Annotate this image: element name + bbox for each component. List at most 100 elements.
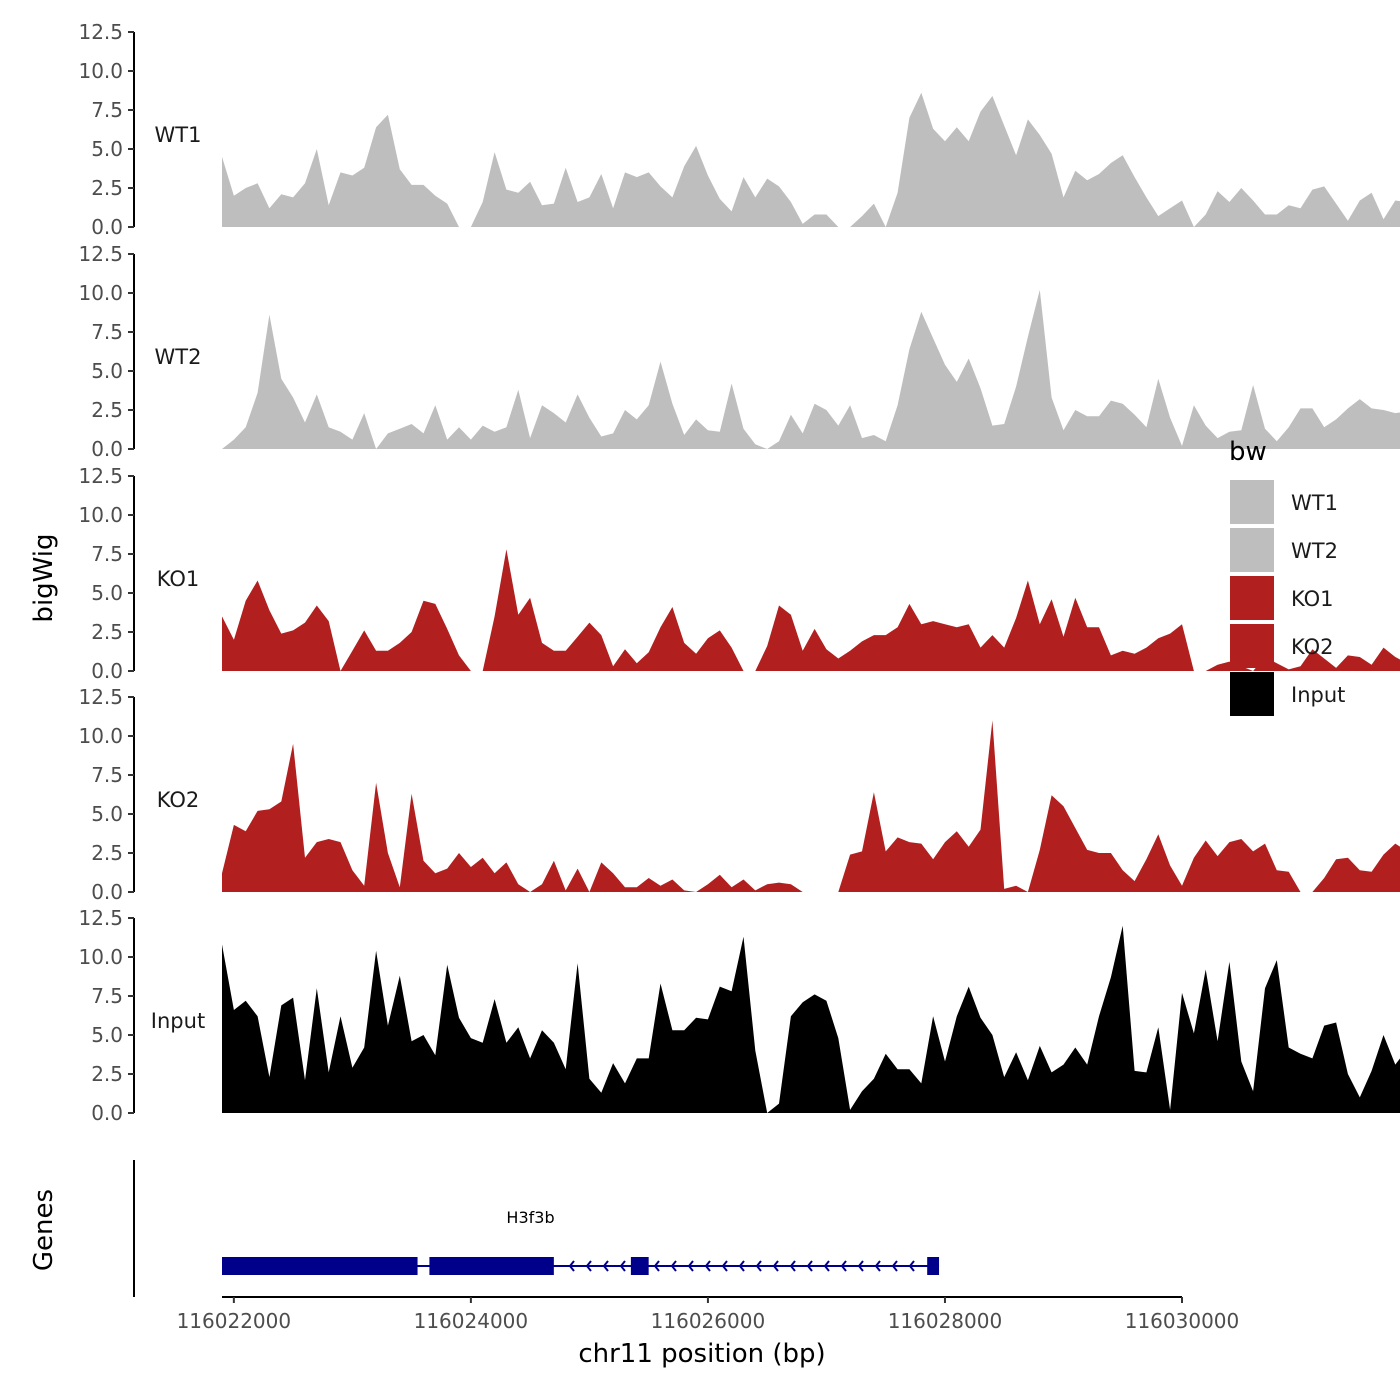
track-label: WT1	[155, 123, 202, 147]
bigwig-tracks: 0.0 2.5 5.0 7.5 10.0 12.5 WT1 0.0 2.5 5.0 7.5 10.0 1…	[78, 20, 1400, 1125]
legend-title: bw	[1229, 437, 1267, 467]
legend-label: KO2	[1291, 635, 1334, 659]
strand-arrow	[755, 1260, 762, 1272]
strand-arrow	[772, 1260, 779, 1272]
y-tick-label: 0.0	[91, 215, 123, 239]
legend-label: WT1	[1291, 491, 1338, 515]
y-tick-label: 5.0	[91, 802, 123, 826]
exon	[630, 1257, 649, 1275]
x-tick-label: 116024000	[414, 1309, 529, 1333]
y-tick-label: 7.5	[91, 763, 123, 787]
y-tick-label: 12.5	[78, 464, 123, 488]
strand-arrow	[738, 1260, 745, 1272]
strand-arrow	[721, 1260, 728, 1272]
area-ko1	[222, 549, 1400, 671]
track-ko2: 0.0 2.5 5.0 7.5 10.0 12.5 KO2	[78, 685, 1400, 904]
y-tick-label: 7.5	[91, 320, 123, 344]
track-wt1: 0.0 2.5 5.0 7.5 10.0 12.5 WT1	[78, 20, 1400, 239]
y-tick-label: 0.0	[91, 659, 123, 683]
y-tick-label: 7.5	[91, 542, 123, 566]
x-axis: 116022000 116024000 116026000 116028000 1160…	[177, 1296, 1240, 1333]
strand-arrow	[857, 1260, 864, 1272]
y-tick-label: 2.5	[91, 398, 123, 422]
y-tick-label: 5.0	[91, 1023, 123, 1047]
y-tick-label: 12.5	[78, 906, 123, 930]
strand-arrow	[704, 1260, 711, 1272]
y-tick-label: 12.5	[78, 685, 123, 709]
legend-label: KO1	[1291, 587, 1334, 611]
legend-swatch	[1230, 480, 1274, 524]
strand-arrow	[840, 1260, 847, 1272]
track-input: 0.0 2.5 5.0 7.5 10.0 12.5 Input	[78, 906, 1400, 1125]
strand-arrow	[602, 1260, 609, 1272]
y-tick-label: 2.5	[91, 620, 123, 644]
track-label: KO2	[157, 788, 200, 812]
strand-arrow	[619, 1260, 626, 1272]
strand-arrow	[687, 1260, 694, 1272]
y-tick-label: 10.0	[78, 945, 123, 969]
y-tick-label: 2.5	[91, 176, 123, 200]
legend-swatch	[1230, 672, 1274, 716]
legend-swatch	[1230, 528, 1274, 572]
exon	[222, 1257, 418, 1275]
track-label: WT2	[155, 345, 202, 369]
y-tick-label: 10.0	[78, 724, 123, 748]
x-axis-title: chr11 position (bp)	[578, 1339, 825, 1369]
strand-arrow	[806, 1260, 813, 1272]
y-tick-label: 0.0	[91, 437, 123, 461]
y-tick-label: 7.5	[91, 984, 123, 1008]
x-tick-label: 116030000	[1125, 1309, 1240, 1333]
strand-arrow	[653, 1260, 660, 1272]
y-tick-label: 5.0	[91, 359, 123, 383]
area-input	[222, 925, 1400, 1113]
track-label: Input	[151, 1009, 205, 1033]
y-tick-label: 2.5	[91, 841, 123, 865]
y-tick-label: 10.0	[78, 503, 123, 527]
gene-h3f3b: H3f3b	[222, 1208, 940, 1275]
area-ko2	[222, 720, 1400, 892]
area-wt2	[222, 289, 1400, 449]
strand-arrow	[585, 1260, 592, 1272]
legend-label: Input	[1291, 683, 1345, 707]
y-tick-label: 5.0	[91, 581, 123, 605]
y-tick-label: 12.5	[78, 20, 123, 44]
y-tick-label: 0.0	[91, 1101, 123, 1125]
legend: bw WT1 WT2 KO1 KO2 Input	[1229, 437, 1345, 716]
x-tick-label: 116022000	[177, 1309, 292, 1333]
exon	[429, 1257, 554, 1275]
legend-item-input: Input	[1230, 672, 1345, 716]
y-axis-title: bigWig	[29, 533, 59, 622]
legend-item-ko2: KO2	[1230, 624, 1334, 668]
y-tick-label: 12.5	[78, 242, 123, 266]
strand-arrow	[823, 1260, 830, 1272]
legend-item-wt2: WT2	[1230, 528, 1338, 572]
y-tick-label: 10.0	[78, 59, 123, 83]
legend-swatch	[1230, 624, 1274, 668]
strand-arrow	[908, 1260, 915, 1272]
y-tick-label: 5.0	[91, 137, 123, 161]
legend-label: WT2	[1291, 539, 1338, 563]
gene-axis-title: Genes	[29, 1189, 59, 1271]
track-label: KO1	[157, 567, 200, 591]
legend-item-wt1: WT1	[1230, 480, 1338, 524]
area-wt1	[222, 92, 1400, 227]
y-tick-label: 2.5	[91, 1062, 123, 1086]
y-tick-label: 0.0	[91, 880, 123, 904]
x-tick-label: 116028000	[888, 1309, 1003, 1333]
strand-arrow	[568, 1260, 575, 1272]
legend-item-ko1: KO1	[1230, 576, 1334, 620]
y-tick-label: 10.0	[78, 281, 123, 305]
gene-track: H3f3b	[133, 1160, 940, 1297]
track-wt2: 0.0 2.5 5.0 7.5 10.0 12.5 WT2	[78, 242, 1400, 461]
strand-arrow	[874, 1260, 881, 1272]
track-ko1: 0.0 2.5 5.0 7.5 10.0 12.5 KO1	[78, 464, 1400, 683]
y-tick-label: 7.5	[91, 98, 123, 122]
strand-arrow	[670, 1260, 677, 1272]
strand-arrow	[891, 1260, 898, 1272]
x-tick-label: 116026000	[651, 1309, 766, 1333]
legend-swatch	[1230, 576, 1274, 620]
gene-label: H3f3b	[506, 1208, 554, 1227]
strand-arrow	[789, 1260, 796, 1272]
exon	[927, 1257, 940, 1275]
